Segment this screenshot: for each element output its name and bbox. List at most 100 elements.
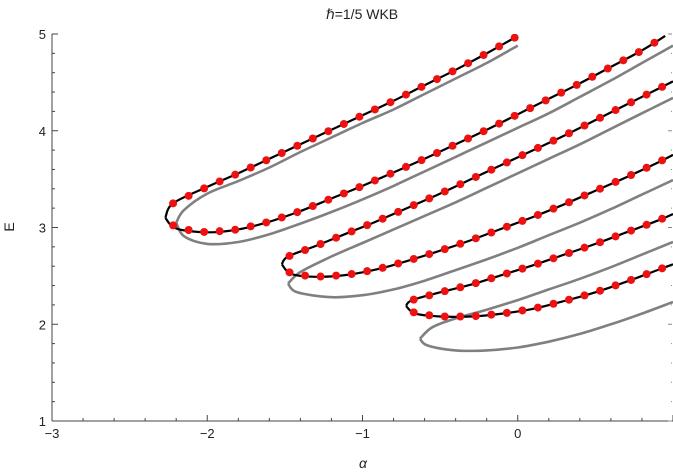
y-tick-label: 5	[39, 27, 46, 42]
data-point	[409, 295, 418, 304]
data-point	[440, 245, 449, 254]
data-point	[479, 127, 488, 136]
data-point	[409, 201, 418, 210]
data-point	[339, 189, 348, 198]
axes: −3 −2 −1 0 1 2 3 4 5	[39, 27, 673, 441]
data-point	[564, 248, 573, 257]
data-point	[627, 226, 636, 235]
data-point	[502, 308, 511, 317]
data-point	[580, 243, 589, 252]
data-point	[386, 98, 395, 107]
x-tick-label: −2	[200, 426, 215, 441]
data-point	[464, 134, 473, 143]
data-point	[277, 213, 286, 222]
data-point	[487, 310, 496, 319]
data-point	[246, 163, 255, 172]
data-point	[518, 151, 527, 160]
data-point	[611, 281, 620, 290]
data-point	[487, 165, 496, 174]
data-point	[580, 291, 589, 300]
data-point	[363, 221, 372, 230]
data-point	[262, 156, 271, 165]
data-point	[642, 270, 651, 279]
data-point	[277, 149, 286, 158]
data-point	[308, 202, 317, 211]
data-point	[378, 214, 387, 223]
data-point	[184, 191, 193, 200]
data-point	[658, 264, 667, 273]
data-point	[627, 275, 636, 284]
data-point	[611, 106, 620, 115]
data-point	[363, 267, 372, 276]
data-point	[471, 234, 480, 243]
data-point	[596, 113, 605, 122]
data-point	[642, 90, 651, 99]
data-point	[471, 312, 480, 321]
data-point	[401, 162, 410, 171]
wkb-curve-gray-branch	[286, 178, 673, 299]
data-point	[169, 199, 178, 208]
data-point	[564, 129, 573, 138]
data-point	[502, 222, 511, 231]
data-point	[627, 98, 636, 107]
wkb-curve-gray-branch	[175, 44, 673, 246]
data-point	[169, 221, 178, 230]
data-point	[456, 283, 465, 292]
y-tick-label: 3	[39, 221, 46, 236]
data-point	[564, 295, 573, 304]
data-point	[401, 90, 410, 99]
data-point	[308, 134, 317, 143]
y-tick-label: 2	[39, 317, 46, 332]
exact-curve-black-branch	[280, 153, 673, 278]
data-point	[650, 38, 659, 47]
data-point	[502, 158, 511, 167]
data-point	[495, 42, 504, 51]
data-point	[596, 286, 605, 295]
plot-area	[164, 34, 673, 353]
data-point	[518, 216, 527, 225]
data-point	[533, 259, 542, 268]
data-point	[417, 156, 426, 165]
data-point	[495, 119, 504, 128]
data-point	[471, 279, 480, 288]
data-point	[200, 227, 209, 236]
wkb-curve-gray-branch	[175, 44, 519, 224]
wkb-curve-gray-branch	[418, 240, 673, 340]
data-point	[658, 156, 667, 165]
data-point	[572, 80, 581, 89]
data-point	[603, 64, 612, 73]
x-tick-label: −3	[45, 426, 60, 441]
data-point	[596, 238, 605, 247]
data-point	[658, 82, 667, 91]
data-point	[456, 312, 465, 321]
data-point	[370, 105, 379, 114]
data-point	[386, 169, 395, 178]
data-point	[611, 232, 620, 241]
y-tick-label: 4	[39, 124, 46, 139]
data-point	[440, 287, 449, 296]
data-point	[541, 96, 550, 105]
data-point	[518, 264, 527, 273]
data-point	[215, 227, 224, 236]
data-point	[417, 82, 426, 91]
data-point	[549, 254, 558, 263]
data-point	[339, 119, 348, 128]
data-point	[355, 112, 364, 121]
data-point	[301, 271, 310, 280]
y-tick-label: 1	[39, 414, 46, 429]
wkb-curve-gray-branch	[287, 96, 673, 285]
data-point	[316, 239, 325, 248]
data-point	[510, 34, 519, 42]
data-point	[588, 72, 597, 81]
data-point	[533, 303, 542, 312]
data-point	[425, 194, 434, 203]
data-point	[456, 180, 465, 189]
data-point	[301, 246, 310, 255]
wkb-curve-gray-branch	[418, 300, 673, 353]
data-point	[409, 308, 418, 317]
data-point	[658, 214, 667, 223]
x-tick-label: −1	[355, 426, 370, 441]
data-point	[471, 172, 480, 181]
data-point	[464, 59, 473, 68]
data-point	[518, 306, 527, 315]
